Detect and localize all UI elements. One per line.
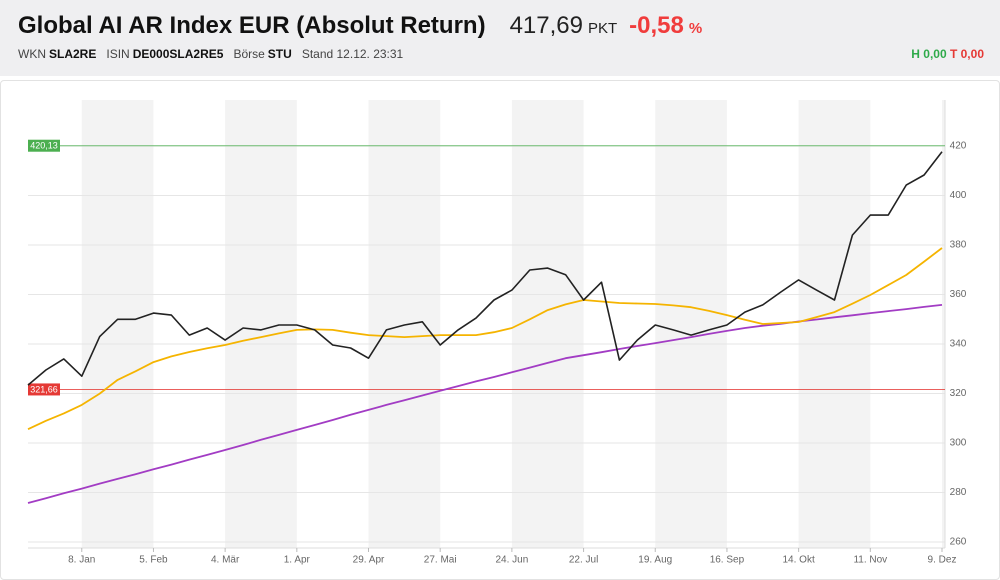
meta-row: WKN SLA2RE ISIN DE000SLA2RE5 Börse STU Stan…: [18, 47, 406, 61]
meta-value: DE000SLA2RE5: [132, 47, 224, 61]
x-tick-label: 19. Aug: [638, 555, 672, 566]
band: [942, 100, 945, 548]
y-tick-label: 260: [950, 537, 967, 548]
x-tick-label: 4. Mär: [211, 555, 240, 566]
title: Global AI AR Index EUR (Absolut Return): [18, 12, 486, 39]
x-tick-label: 14. Okt: [783, 555, 815, 566]
x-tick-label: 1. Apr: [284, 555, 311, 566]
band: [225, 100, 297, 548]
x-tick-label: 24. Jun: [495, 555, 528, 566]
series-line: [27, 247, 943, 431]
y-tick-label: 340: [950, 339, 967, 350]
y-tick-label: 300: [950, 438, 967, 449]
reference-label-box: [28, 383, 60, 396]
title-row: Global AI AR Index EUR (Absolut Return) …: [18, 12, 702, 40]
stand: Stand 12.12. 23:31: [301, 47, 404, 61]
y-tick-label: 380: [950, 240, 967, 251]
y-tick-label: 280: [950, 487, 967, 498]
meta-value: SLA2RE: [49, 47, 97, 61]
band: [81, 100, 154, 548]
x-tick-label: 16. Sep: [710, 555, 745, 566]
y-tick-label: 360: [950, 289, 967, 300]
change: -0,58: [629, 12, 684, 39]
low: T 0,00: [949, 47, 984, 61]
series-line: [27, 151, 943, 386]
x-tick-label: 9. Dez: [928, 555, 957, 566]
reference-label: 420,13: [30, 141, 58, 151]
y-tick-label: 320: [950, 388, 967, 399]
change-unit: %: [688, 20, 703, 37]
high: H 0,00: [911, 47, 947, 61]
high-low: H 0,00 T 0,00: [911, 47, 984, 61]
y-tick-label: 420: [950, 141, 967, 152]
band: [368, 100, 441, 548]
meta-label: WKN: [18, 47, 46, 61]
x-tick-label: 5. Feb: [139, 555, 168, 566]
x-tick-label: 27. Mai: [424, 555, 457, 566]
meta-label: Börse: [233, 47, 265, 61]
x-tick-label: 22. Jul: [569, 555, 598, 566]
band: [798, 100, 871, 548]
reference-label: 321,66: [30, 384, 58, 394]
reference-label-box: [28, 139, 60, 152]
price: 417,69: [509, 12, 583, 39]
x-tick-label: 29. Apr: [353, 555, 385, 566]
unit: PKT: [587, 20, 618, 37]
band: [511, 100, 584, 548]
x-tick-label: 11. Nov: [853, 555, 887, 566]
band: [655, 100, 727, 548]
meta-value: STU: [267, 47, 292, 61]
x-tick-label: 8. Jan: [68, 555, 95, 566]
meta-label: ISIN: [106, 47, 130, 61]
header: Global AI AR Index EUR (Absolut Return) …: [0, 0, 1000, 76]
y-tick-label: 400: [950, 190, 967, 201]
